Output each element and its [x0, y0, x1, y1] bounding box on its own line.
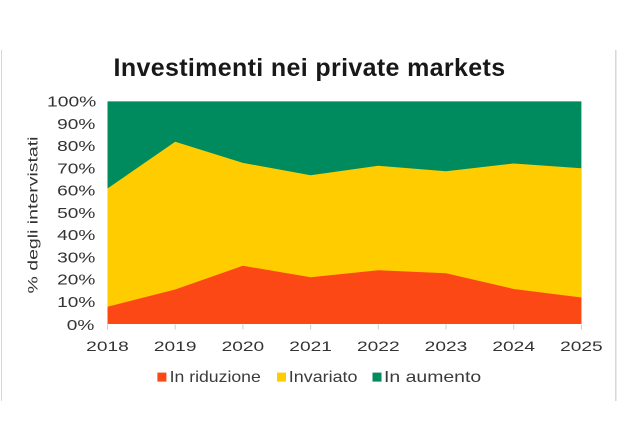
svg-text:In riduzione: In riduzione [170, 369, 261, 386]
svg-text:60%: 60% [57, 184, 95, 200]
svg-text:2018: 2018 [86, 338, 129, 354]
svg-text:50%: 50% [57, 206, 95, 222]
svg-text:70%: 70% [57, 161, 95, 177]
svg-text:Invariato: Invariato [289, 369, 358, 386]
svg-text:100%: 100% [47, 95, 96, 111]
svg-text:In aumento: In aumento [384, 369, 481, 386]
svg-text:2021: 2021 [289, 338, 332, 354]
svg-text:2024: 2024 [492, 338, 535, 354]
svg-text:2019: 2019 [154, 338, 197, 354]
svg-text:2025: 2025 [560, 338, 603, 354]
svg-text:0%: 0% [67, 318, 95, 334]
svg-text:40%: 40% [57, 228, 95, 244]
svg-text:10%: 10% [57, 295, 95, 311]
svg-text:% degli intervistati: % degli intervistati [25, 137, 41, 294]
svg-text:30%: 30% [57, 250, 95, 266]
svg-text:20%: 20% [57, 273, 95, 289]
svg-text:2020: 2020 [222, 338, 265, 354]
svg-text:90%: 90% [57, 117, 95, 133]
svg-text:2022: 2022 [357, 338, 400, 354]
svg-text:80%: 80% [57, 139, 95, 155]
svg-text:2023: 2023 [425, 338, 468, 354]
svg-text:Investimenti nei private marke: Investimenti nei private markets [114, 54, 506, 82]
